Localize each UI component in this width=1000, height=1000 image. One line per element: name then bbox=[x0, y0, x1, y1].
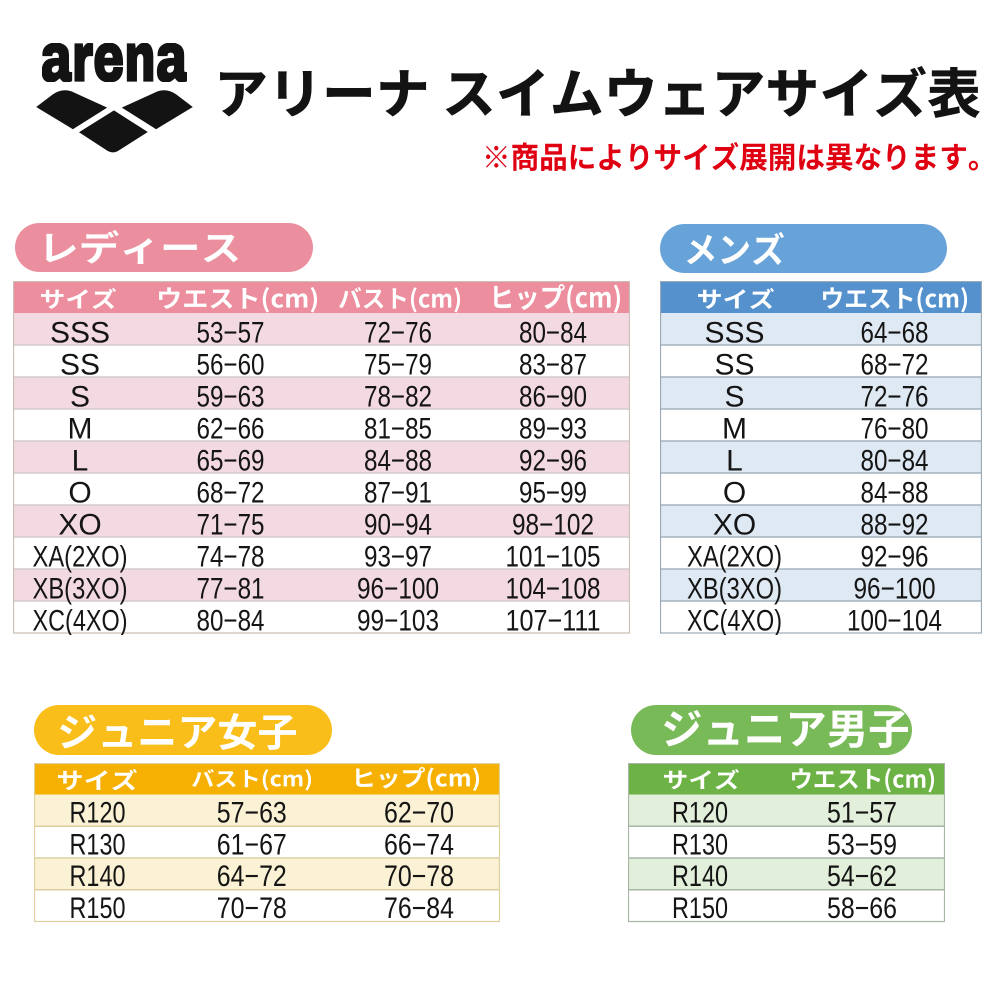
svg-text:59−63: 59−63 bbox=[197, 381, 265, 414]
svg-text:R130: R130 bbox=[70, 828, 126, 861]
svg-text:89−93: 89−93 bbox=[519, 413, 587, 446]
svg-text:XA(2XO): XA(2XO) bbox=[33, 541, 128, 574]
svg-text:62−66: 62−66 bbox=[197, 413, 265, 446]
svg-text:XA(2XO): XA(2XO) bbox=[687, 541, 782, 574]
svg-text:53−57: 53−57 bbox=[197, 317, 265, 350]
svg-text:90−94: 90−94 bbox=[364, 509, 432, 542]
svg-text:XB(3XO): XB(3XO) bbox=[33, 573, 128, 606]
svg-text:SS: SS bbox=[714, 349, 754, 382]
svg-text:71−75: 71−75 bbox=[197, 509, 265, 542]
svg-text:S: S bbox=[70, 381, 90, 414]
svg-text:M: M bbox=[722, 413, 747, 446]
svg-text:O: O bbox=[68, 477, 91, 510]
svg-text:84−88: 84−88 bbox=[861, 477, 929, 510]
svg-text:99−103: 99−103 bbox=[357, 605, 439, 636]
svg-text:70−78: 70−78 bbox=[217, 891, 287, 922]
svg-text:54−62: 54−62 bbox=[827, 860, 897, 893]
svg-text:64−68: 64−68 bbox=[861, 317, 929, 350]
svg-text:L: L bbox=[72, 445, 89, 478]
svg-text:61−67: 61−67 bbox=[217, 828, 287, 861]
svg-text:76−80: 76−80 bbox=[861, 413, 929, 446]
svg-text:101−105: 101−105 bbox=[506, 541, 601, 574]
svg-text:104−108: 104−108 bbox=[506, 573, 601, 606]
svg-text:XO: XO bbox=[713, 509, 756, 542]
svg-text:88−92: 88−92 bbox=[861, 509, 929, 542]
svg-text:R150: R150 bbox=[672, 891, 728, 922]
svg-text:80−84: 80−84 bbox=[197, 605, 265, 636]
svg-text:81−85: 81−85 bbox=[364, 413, 432, 446]
svg-text:78−82: 78−82 bbox=[364, 381, 432, 414]
svg-text:R130: R130 bbox=[672, 828, 728, 861]
svg-text:80−84: 80−84 bbox=[861, 445, 929, 478]
svg-text:R150: R150 bbox=[70, 891, 126, 922]
svg-text:77−81: 77−81 bbox=[197, 573, 265, 606]
svg-text:XC(4XO): XC(4XO) bbox=[687, 605, 782, 636]
svg-text:98−102: 98−102 bbox=[512, 509, 594, 542]
svg-text:75−79: 75−79 bbox=[364, 349, 432, 382]
svg-text:XO: XO bbox=[58, 509, 101, 542]
svg-text:O: O bbox=[723, 477, 746, 510]
svg-text:R120: R120 bbox=[672, 796, 728, 829]
svg-text:62−70: 62−70 bbox=[384, 796, 454, 829]
svg-text:72−76: 72−76 bbox=[364, 317, 432, 350]
svg-text:L: L bbox=[726, 445, 743, 478]
svg-text:74−78: 74−78 bbox=[197, 541, 265, 574]
svg-text:R120: R120 bbox=[70, 796, 126, 829]
svg-text:57−63: 57−63 bbox=[217, 796, 287, 829]
svg-text:83−87: 83−87 bbox=[519, 349, 587, 382]
svg-text:64−72: 64−72 bbox=[217, 860, 287, 893]
svg-text:65−69: 65−69 bbox=[197, 445, 265, 478]
svg-text:R140: R140 bbox=[672, 860, 728, 893]
svg-text:76−84: 76−84 bbox=[384, 891, 454, 922]
svg-text:M: M bbox=[68, 413, 93, 446]
svg-text:R140: R140 bbox=[70, 860, 126, 893]
svg-text:80−84: 80−84 bbox=[519, 317, 587, 350]
svg-text:72−76: 72−76 bbox=[861, 381, 929, 414]
svg-text:XB(3XO): XB(3XO) bbox=[687, 573, 782, 606]
svg-text:53−59: 53−59 bbox=[827, 828, 897, 861]
svg-text:68−72: 68−72 bbox=[861, 349, 929, 382]
svg-text:S: S bbox=[724, 381, 744, 414]
svg-text:58−66: 58−66 bbox=[827, 891, 897, 922]
svg-text:70−78: 70−78 bbox=[384, 860, 454, 893]
svg-text:SS: SS bbox=[60, 349, 100, 382]
svg-text:96−100: 96−100 bbox=[357, 573, 439, 606]
svg-text:100−104: 100−104 bbox=[847, 605, 942, 636]
svg-text:92−96: 92−96 bbox=[519, 445, 587, 478]
svg-text:84−88: 84−88 bbox=[364, 445, 432, 478]
svg-text:95−99: 95−99 bbox=[519, 477, 587, 510]
svg-text:68−72: 68−72 bbox=[197, 477, 265, 510]
svg-text:SSS: SSS bbox=[50, 317, 110, 350]
svg-text:92−96: 92−96 bbox=[861, 541, 929, 574]
svg-text:87−91: 87−91 bbox=[364, 477, 432, 510]
svg-text:SSS: SSS bbox=[704, 317, 764, 350]
svg-text:XC(4XO): XC(4XO) bbox=[33, 605, 128, 636]
svg-text:66−74: 66−74 bbox=[384, 828, 454, 861]
svg-text:86−90: 86−90 bbox=[519, 381, 587, 414]
svg-text:51−57: 51−57 bbox=[827, 796, 897, 829]
svg-text:96−100: 96−100 bbox=[854, 573, 936, 606]
svg-text:93−97: 93−97 bbox=[364, 541, 432, 574]
svg-text:107−111: 107−111 bbox=[506, 605, 601, 636]
svg-text:56−60: 56−60 bbox=[197, 349, 265, 382]
